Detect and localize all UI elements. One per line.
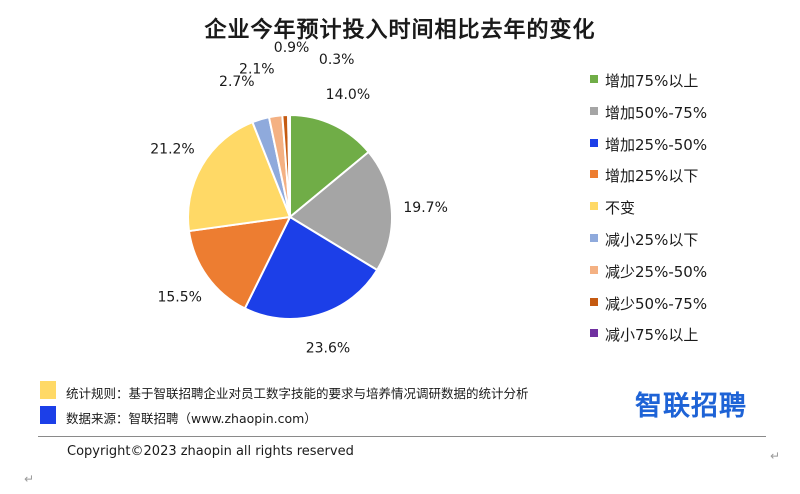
legend-item: 增加25%以下 xyxy=(590,165,790,185)
legend-item: 增加25%-50% xyxy=(590,134,790,154)
legend-label: 减小25%以下 xyxy=(605,231,699,249)
pie-slice xyxy=(289,113,371,220)
slice-data-label: 15.5% xyxy=(157,290,201,306)
legend-label: 增加50%-75% xyxy=(605,103,708,122)
pie-slice xyxy=(287,113,291,218)
slice-data-label: 23.6% xyxy=(306,341,350,357)
legend-swatch xyxy=(590,138,598,147)
copyright-text: Copyright©2023 zhaopin all rights reserv… xyxy=(67,444,354,459)
legend-item: 减小25%以下 xyxy=(590,229,790,249)
legend-swatch xyxy=(590,297,598,306)
legend-swatch xyxy=(590,265,598,274)
slice-data-label: 0.9% xyxy=(274,40,310,56)
pie-slice xyxy=(288,150,393,272)
legend-item: 不变 xyxy=(590,197,790,217)
legend-label: 减小75%以上 xyxy=(605,326,699,345)
slice-data-label: 19.7% xyxy=(403,200,447,216)
note-source-swatch xyxy=(40,406,56,424)
note-source-text: 数据来源：智联招聘（www.zhaopin.com） xyxy=(66,411,317,426)
return-mark-icon: ↵ xyxy=(24,472,35,486)
legend-item: 增加75%以上 xyxy=(590,70,790,90)
legend-swatch xyxy=(590,106,598,115)
legend-label: 增加25%-50% xyxy=(605,135,708,154)
note-rule-text: 统计规则：基于智联招聘企业对员工数字技能的要求与培养情况调研数据的统计分析 xyxy=(66,386,529,401)
slice-data-label: 21.2% xyxy=(150,142,194,158)
legend-item: 减小75%以上 xyxy=(590,324,790,344)
slice-data-label: 2.7% xyxy=(219,74,255,90)
note-source: 数据来源：智联招聘（www.zhaopin.com） xyxy=(40,405,600,427)
legend-swatch xyxy=(590,202,598,211)
legend-swatch xyxy=(590,329,598,338)
slice-data-label: 0.3% xyxy=(319,52,355,68)
note-rule-swatch xyxy=(40,381,56,399)
divider xyxy=(38,436,766,437)
legend-label: 减少50%-75% xyxy=(605,294,708,313)
return-mark-icon: ↵ xyxy=(770,449,781,463)
chart-title: 企业今年预计投入时间相比去年的变化 xyxy=(204,18,596,43)
legend-item: 减少25%-50% xyxy=(590,261,790,281)
legend-item: 增加50%-75% xyxy=(590,102,790,122)
slice-data-label: 2.1% xyxy=(239,61,275,77)
legend-label: 增加25%以下 xyxy=(605,167,699,186)
legend-item: 减少50%-75% xyxy=(590,293,790,313)
legend-label: 不变 xyxy=(605,199,636,218)
legend-swatch xyxy=(590,170,598,179)
slice-data-label: 14.0% xyxy=(326,87,370,103)
zhaopin-logo: 智联招聘 xyxy=(635,391,747,422)
legend-swatch xyxy=(590,234,598,242)
legend-label: 减少25%-50% xyxy=(605,262,708,281)
note-rule: 统计规则：基于智联招聘企业对员工数字技能的要求与培养情况调研数据的统计分析 xyxy=(40,380,600,402)
legend-swatch xyxy=(590,75,598,83)
legend-label: 增加75%以上 xyxy=(605,72,699,90)
pie-slice xyxy=(187,120,292,233)
pie-slice xyxy=(187,215,292,310)
